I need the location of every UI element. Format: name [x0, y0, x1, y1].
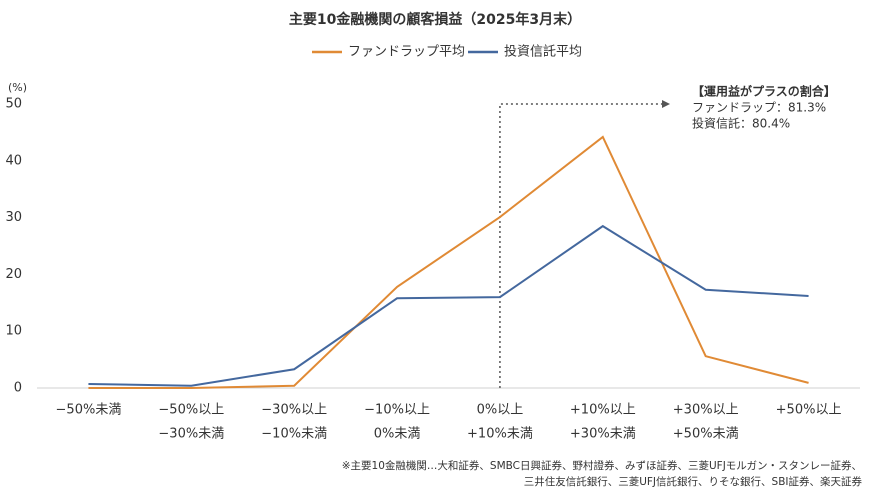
- x-tick-label: +50%未満: [673, 427, 739, 442]
- series-line: [88, 224, 809, 387]
- y-tick-label: 20: [5, 267, 22, 282]
- y-axis-label: (%): [8, 81, 27, 94]
- series-line: [88, 135, 809, 389]
- y-tick-label: 0: [14, 381, 22, 396]
- guide-arrow: [662, 100, 670, 108]
- x-tick-label: −10%未満: [261, 427, 327, 442]
- annotation: 【運用益がプラスの割合】: [692, 84, 836, 99]
- x-tick-label: −30%未満: [158, 427, 224, 442]
- x-tick-label: 0%以上: [477, 403, 524, 418]
- x-tick-label: +30%未満: [570, 427, 636, 442]
- footnote: 三井住友信託銀行、三菱UFJ信託銀行、りそな銀行、SBI証券、楽天証券: [524, 475, 863, 488]
- footnote: ※主要10金融機関…大和証券、SMBC日興証券、野村證券、みずほ証券、三菱UFJ…: [342, 459, 862, 472]
- annotation: 投資信託：80.4%: [692, 116, 790, 131]
- annotation: ファンドラップ：81.3%: [692, 101, 826, 115]
- x-tick-label: −10%以上: [364, 403, 430, 418]
- legend-label: ファンドラップ平均: [348, 45, 465, 60]
- legend-label: 投資信託平均: [504, 44, 582, 60]
- y-tick-label: 40: [5, 153, 22, 168]
- y-tick-label: 10: [5, 324, 22, 339]
- chart-title: 主要10金融機関の顧客損益（2025年3月末）: [289, 11, 581, 28]
- x-tick-label: +10%以上: [570, 403, 636, 418]
- x-tick-label: +50%以上: [776, 403, 842, 418]
- x-tick-label: −50%以上: [158, 403, 224, 418]
- y-tick-label: 50: [5, 97, 22, 112]
- x-tick-label: +30%以上: [673, 403, 739, 418]
- x-tick-label: −30%以上: [261, 403, 327, 418]
- x-tick-label: 0%未満: [374, 427, 421, 442]
- x-tick-label: +10%未満: [467, 427, 533, 442]
- y-tick-label: 30: [5, 210, 22, 225]
- x-tick-label: −50%未満: [56, 403, 122, 418]
- guide-line: [499, 103, 664, 388]
